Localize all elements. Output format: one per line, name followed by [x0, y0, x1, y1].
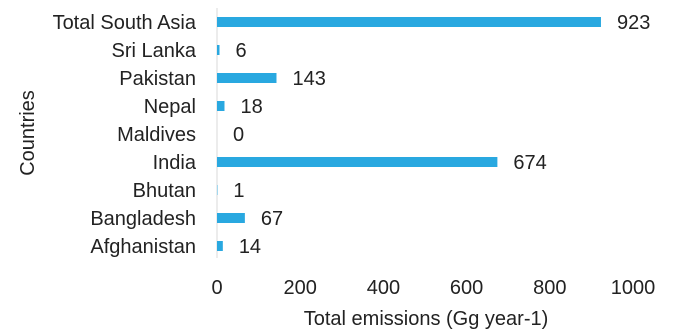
bar	[217, 241, 223, 251]
category-label: Maldives	[117, 124, 196, 146]
category-label: Bangladesh	[90, 208, 196, 230]
x-axis-title: Total emissions (Gg year-1)	[304, 308, 549, 330]
category-label: India	[153, 152, 197, 174]
bar	[217, 213, 245, 223]
bar	[217, 45, 220, 55]
x-tick-label: 400	[367, 277, 400, 299]
y-axis-title: Countries	[17, 90, 39, 176]
bar	[217, 73, 277, 83]
category-labels: Total South Asia Sri Lanka Pakistan Nepal Ma…	[53, 12, 197, 258]
bar	[217, 17, 601, 27]
data-label: 14	[239, 236, 261, 258]
x-tick-label: 200	[284, 277, 317, 299]
category-label: Bhutan	[133, 180, 196, 202]
category-label: Nepal	[144, 96, 196, 118]
x-tick-label: 1000	[611, 277, 656, 299]
category-label: Pakistan	[119, 68, 196, 90]
bar	[217, 157, 498, 167]
data-label: 1	[233, 180, 244, 202]
bars	[217, 17, 601, 251]
bar	[217, 101, 225, 111]
data-label: 674	[513, 152, 546, 174]
x-tick-label: 800	[533, 277, 566, 299]
x-tick-labels: 0 200 400 600 800 1000	[211, 277, 655, 299]
category-label: Sri Lanka	[112, 40, 197, 62]
y-axis-title-group: Countries	[17, 90, 39, 176]
x-tick-label: 600	[450, 277, 483, 299]
data-label: 923	[617, 12, 650, 34]
data-label: 6	[235, 40, 246, 62]
data-label: 0	[233, 124, 244, 146]
data-label: 143	[292, 68, 325, 90]
x-tick-label: 0	[211, 277, 222, 299]
category-label: Total South Asia	[53, 12, 197, 34]
category-label: Afghanistan	[90, 236, 196, 258]
data-label: 18	[240, 96, 262, 118]
data-label: 67	[261, 208, 283, 230]
